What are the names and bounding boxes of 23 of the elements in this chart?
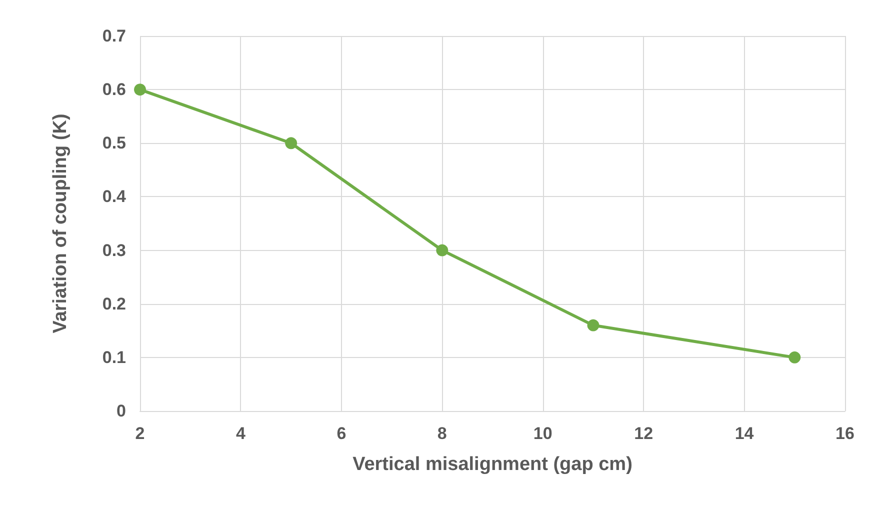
x-tick-label: 2 (135, 424, 145, 443)
x-tick-label: 16 (836, 424, 854, 443)
x-axis-title: Vertical misalignment (gap cm) (352, 454, 632, 475)
x-tick-label: 6 (336, 424, 346, 443)
point (436, 244, 448, 256)
y-tick-label: 0 (116, 402, 126, 420)
y-tick-label: 0.7 (102, 26, 126, 46)
point (134, 84, 146, 96)
y-axis-title: Variation of coupling (K) (50, 114, 71, 334)
x-tick-label: 10 (533, 424, 552, 443)
y-tick-label: 0.5 (102, 134, 126, 153)
point (788, 351, 801, 364)
y-tick-label: 0.3 (102, 240, 126, 260)
x-tick-label: 8 (437, 424, 447, 443)
x-tick-label: 14 (734, 424, 754, 443)
x-tick-label: 12 (634, 424, 654, 443)
x-tick-label: 4 (236, 424, 246, 443)
y-tick-label: 0.4 (102, 187, 127, 206)
point (285, 137, 298, 150)
y-tick-label: 0.6 (102, 80, 126, 100)
point (587, 319, 600, 332)
y-tick-label: 0.1 (102, 348, 126, 367)
y-tick-label: 0.2 (102, 294, 126, 314)
